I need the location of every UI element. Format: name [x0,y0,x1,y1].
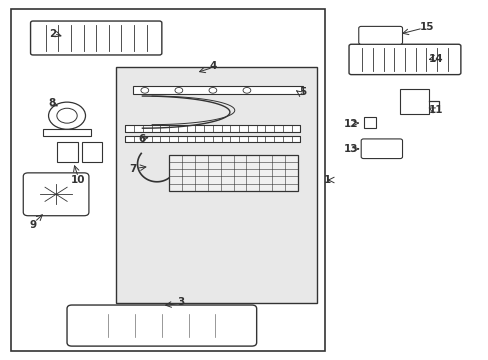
Text: 5: 5 [299,87,306,98]
Bar [169,155,297,191]
Bar [363,117,375,128]
Bar [43,129,91,136]
Text: 9: 9 [29,220,37,230]
Text: 6: 6 [139,134,146,144]
Text: 12: 12 [344,118,358,129]
Text: 7: 7 [129,164,136,174]
Bar [81,143,102,162]
Text: 2: 2 [49,28,56,39]
FancyBboxPatch shape [30,21,162,55]
Bar [116,67,317,303]
Bar [399,89,428,114]
Bar [57,143,78,162]
Text: 3: 3 [177,297,184,307]
Circle shape [57,108,77,123]
Text: 4: 4 [209,61,216,71]
Text: 8: 8 [48,98,56,108]
FancyBboxPatch shape [358,26,402,44]
Text: 13: 13 [344,144,358,154]
FancyBboxPatch shape [23,173,89,216]
FancyBboxPatch shape [348,44,460,75]
Bar [125,125,300,132]
Text: 10: 10 [71,175,85,185]
Circle shape [175,87,183,93]
Text: 1: 1 [323,175,330,185]
Bar [125,136,300,143]
Text: 15: 15 [419,22,433,32]
Circle shape [243,87,250,93]
Text: 14: 14 [428,54,443,64]
FancyBboxPatch shape [361,139,402,158]
Circle shape [48,102,85,129]
Bar [132,86,302,94]
Bar [11,9,324,351]
Text: 11: 11 [428,105,443,115]
Circle shape [208,87,216,93]
Circle shape [141,87,148,93]
FancyBboxPatch shape [67,305,256,346]
